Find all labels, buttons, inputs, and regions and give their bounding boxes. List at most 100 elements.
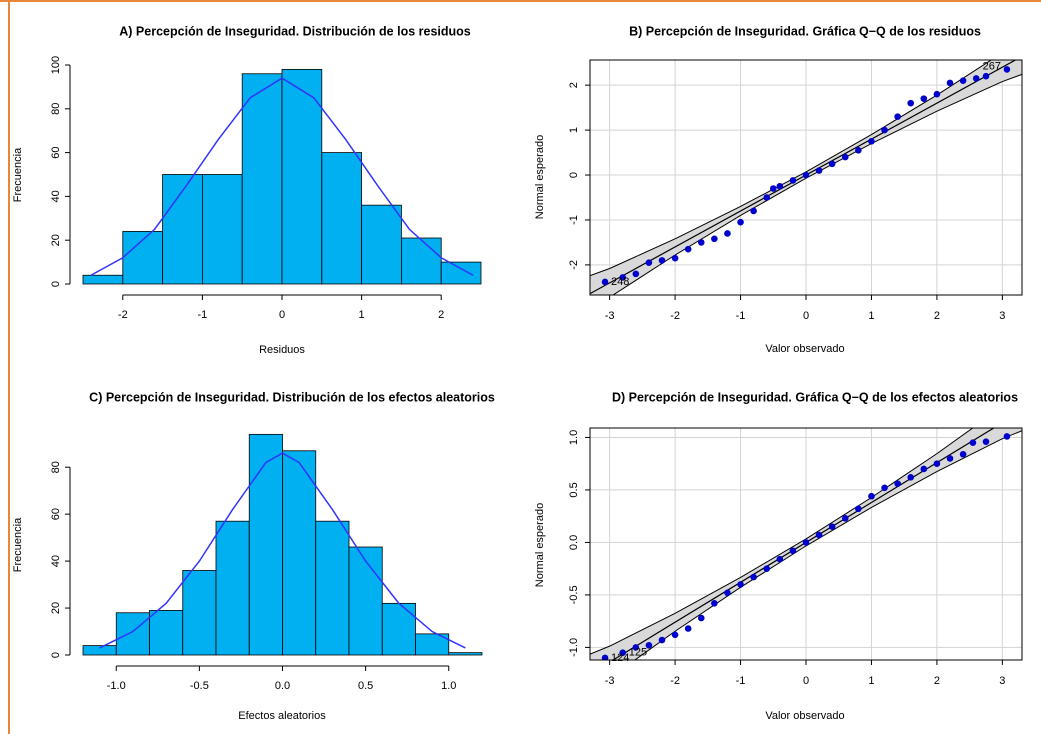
qq-point [972, 75, 980, 82]
qq-point [789, 547, 797, 555]
qq-point [697, 614, 705, 622]
point-annotation: 125 [629, 647, 647, 659]
histogram-bar [115, 612, 150, 656]
qq-point [632, 644, 640, 651]
histogram-bar [182, 570, 217, 656]
qq-point [959, 450, 967, 458]
x-tick-label: 1 [359, 309, 365, 321]
x-tick-label: -3 [605, 675, 615, 687]
x-tick-label: -2 [670, 675, 680, 687]
x-axis-label: Efectos aleatorios [238, 710, 326, 722]
y-axis-label: Frecuencia [12, 517, 24, 572]
y-tick-label: 0 [50, 652, 62, 658]
y-tick-label: 40 [50, 190, 62, 202]
x-axis-label: Valor observado [765, 343, 844, 355]
y-tick-label: -1 [568, 215, 580, 225]
y-tick-label: 1 [568, 127, 580, 133]
plot-box [589, 427, 1023, 661]
qq-point [684, 625, 692, 632]
y-tick-label: 0 [568, 172, 580, 178]
point-annotation: 248 [611, 276, 629, 288]
qq-point [828, 523, 836, 530]
y-tick-label: 60 [50, 146, 62, 158]
qq-point [632, 270, 640, 278]
x-axis-label: Residuos [259, 344, 305, 356]
qq-point [933, 90, 941, 98]
x-tick-label: 1 [868, 675, 874, 687]
y-tick-label: 2 [568, 82, 580, 88]
qq-point [776, 555, 784, 563]
frame-left [8, 0, 10, 734]
chart-title: A) Percepción de Inseguridad. Distribuci… [119, 24, 471, 38]
qq-point [684, 245, 692, 253]
point-annotation: 124 [611, 652, 629, 664]
x-tick-label: 2 [934, 675, 940, 687]
qq-point [982, 438, 990, 445]
qq-point [619, 649, 627, 656]
x-tick-label: 3 [999, 310, 1005, 322]
qq-point [658, 257, 666, 264]
qq-point [920, 95, 928, 102]
x-tick-label: -3 [605, 310, 615, 322]
y-tick-label: 20 [50, 602, 62, 614]
frame-top [0, 0, 1041, 2]
x-tick-label: 2 [934, 310, 940, 322]
histogram-bar [415, 633, 450, 656]
qq-point [776, 182, 784, 190]
y-tick-label: 100 [50, 56, 62, 74]
qq-point [601, 278, 609, 286]
chart-title: B) Percepción de Inseguridad. Gráfica Q−… [629, 24, 981, 38]
histogram-bar [381, 602, 416, 656]
qq-point [946, 455, 954, 462]
y-tick-label: 20 [50, 234, 62, 246]
qq-point [769, 185, 777, 192]
qq-point [881, 126, 888, 134]
qq-point [907, 99, 915, 107]
histogram-bar [149, 610, 184, 656]
qq-point [802, 171, 810, 179]
point-annotation: 267 [983, 60, 1001, 72]
plot-box [589, 59, 1023, 296]
histogram-bar [241, 73, 283, 285]
histogram-bar [282, 450, 317, 656]
x-tick-label: 0.5 [358, 680, 373, 692]
chart-title: C) Percepción de Inseguridad. Distribuci… [89, 390, 495, 404]
histogram-bar [82, 274, 124, 285]
density-curve [99, 452, 466, 649]
y-tick-label: 80 [50, 103, 62, 115]
qq-point [645, 642, 653, 649]
y-tick-label: 60 [50, 508, 62, 520]
x-tick-label: -2 [670, 310, 680, 322]
histogram-bar [215, 520, 250, 656]
y-tick-label: -1.0 [568, 638, 580, 657]
qq-point [671, 631, 679, 639]
histogram-bar [248, 433, 283, 656]
y-tick-label: 0.0 [568, 535, 580, 550]
x-tick-label: 2 [438, 309, 444, 321]
qq-point [737, 218, 744, 226]
qq-point [881, 484, 888, 492]
density-curve [90, 77, 474, 276]
x-tick-label: 3 [999, 675, 1005, 687]
y-tick-label: -0.5 [568, 585, 580, 604]
x-tick-label: 0 [803, 675, 809, 687]
qq-point [1003, 433, 1011, 440]
x-tick-label: -1 [736, 310, 746, 322]
qq-point [815, 167, 823, 174]
x-tick-label: 0 [279, 309, 285, 321]
histogram-bar [315, 520, 350, 656]
y-tick-label: 1.0 [568, 430, 580, 445]
qq-point [969, 439, 977, 446]
y-axis-label: Normal esperado [534, 135, 546, 219]
qq-point [920, 465, 928, 473]
qq-point [750, 207, 757, 215]
qq-point [982, 72, 990, 80]
x-tick-label: 0.0 [275, 680, 290, 692]
qq-point [1003, 66, 1011, 73]
qq-point [815, 531, 823, 539]
y-tick-label: -2 [568, 260, 580, 270]
histogram-bar [162, 174, 203, 285]
qq-point [894, 480, 901, 487]
qq-point [959, 77, 967, 84]
qq-point [658, 636, 666, 644]
